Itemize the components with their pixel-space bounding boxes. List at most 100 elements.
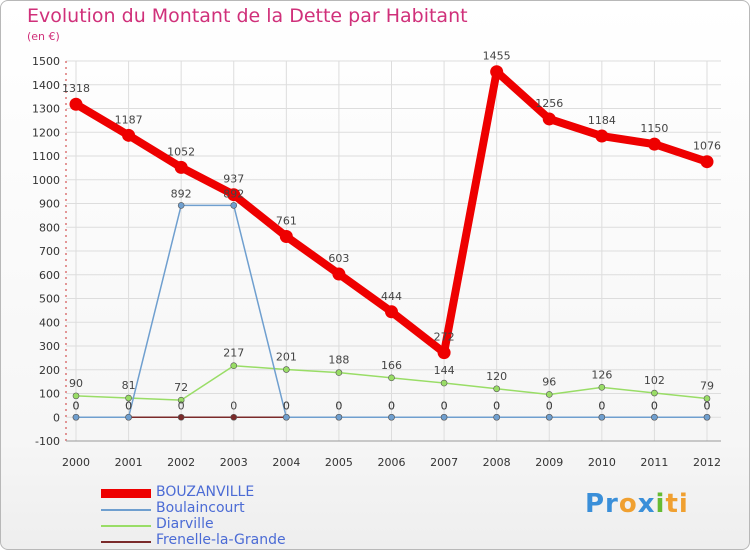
data-point-boulaincourt (335, 413, 343, 421)
data-point-boulaincourt (545, 413, 553, 421)
data-label-frenelle-la-grande: 0 (546, 399, 553, 412)
data-label-frenelle-la-grande: 0 (178, 399, 185, 412)
legend-swatch-diarville (101, 525, 151, 527)
x-tick-label: 2010 (588, 456, 616, 469)
data-point-diarville (177, 396, 185, 404)
data-point-diarville (72, 392, 80, 400)
data-label-bouzanville: 1150 (640, 122, 668, 135)
data-point-diarville (493, 385, 500, 393)
data-label-diarville: 81 (122, 379, 136, 392)
logo-part-o: o (618, 489, 638, 519)
data-label-boulaincourt: 0 (493, 399, 500, 412)
logo-part-i: i (655, 489, 666, 519)
x-tick-label: 2005 (325, 456, 353, 469)
logo-part-ti: ti (665, 489, 689, 519)
data-label-frenelle-la-grande: 0 (493, 399, 500, 412)
data-label-boulaincourt: 0 (441, 399, 448, 412)
data-point-bouzanville (490, 65, 504, 79)
data-label-frenelle-la-grande: 0 (230, 399, 237, 412)
y-tick-label: -100 (35, 435, 60, 448)
x-tick-label: 2000 (62, 456, 90, 469)
x-tick-label: 2003 (220, 456, 248, 469)
data-label-bouzanville: 761 (276, 215, 297, 228)
y-tick-label: 700 (39, 245, 60, 258)
y-tick-label: 500 (39, 293, 60, 306)
legend-swatch-bouzanville (101, 489, 151, 498)
data-label-diarville: 217 (223, 347, 244, 360)
data-point-bouzanville (174, 160, 188, 174)
data-point-diarville (598, 384, 606, 391)
data-point-boulaincourt (651, 413, 658, 421)
data-label-diarville: 126 (591, 368, 612, 381)
data-point-diarville (703, 395, 711, 402)
logo-part-x: x (637, 489, 656, 519)
data-point-bouzanville (385, 305, 398, 319)
legend-label-frenelle-la-grande: Frenelle-la-Grande (156, 532, 286, 548)
data-label-boulaincourt: 0 (125, 399, 132, 412)
legend-label-boulaincourt: Boulaincourt (156, 500, 245, 516)
x-tick-label: 2002 (167, 456, 195, 469)
data-point-bouzanville (542, 112, 556, 126)
legend-label-diarville: Diarville (156, 516, 214, 532)
data-label-bouzanville: 603 (328, 252, 349, 265)
data-label-frenelle-la-grande: 0 (388, 399, 395, 412)
data-label-diarville: 96 (542, 375, 556, 388)
data-point-bouzanville (332, 267, 346, 281)
data-point-diarville (335, 369, 343, 376)
data-point-diarville (545, 391, 553, 398)
data-point-bouzanville (69, 97, 83, 111)
data-point-diarville (283, 366, 290, 373)
y-tick-label: 1200 (32, 126, 60, 139)
x-tick-label: 2011 (640, 456, 668, 469)
data-point-frenelle-la-grande (230, 413, 238, 421)
data-point-bouzanville (437, 346, 451, 360)
data-label-diarville: 144 (434, 364, 455, 377)
data-label-frenelle-la-grande: 0 (704, 399, 711, 412)
data-label-diarville: 166 (381, 359, 402, 372)
legend-swatch-boulaincourt (101, 509, 151, 511)
y-tick-label: 1100 (32, 150, 60, 163)
proxiti-logo: Proxiti (585, 489, 689, 519)
data-label-frenelle-la-grande: 0 (73, 399, 80, 412)
legend-swatch-frenelle-la-grande (101, 541, 151, 543)
data-point-diarville (125, 394, 132, 402)
x-tick-label: 2006 (378, 456, 406, 469)
data-point-bouzanville (279, 230, 293, 244)
data-point-diarville (230, 362, 238, 370)
data-label-diarville: 90 (69, 377, 83, 390)
y-tick-label: 900 (39, 198, 60, 211)
data-label-bouzanville: 1052 (167, 145, 195, 158)
chart-title: Evolution du Montant de la Dette par Hab… (27, 5, 468, 27)
logo-part-pr: Pr (585, 489, 619, 519)
x-tick-label: 2012 (693, 456, 721, 469)
data-point-frenelle-la-grande (177, 413, 185, 421)
data-point-boulaincourt (125, 413, 132, 421)
y-tick-label: 400 (39, 316, 60, 329)
data-label-diarville: 102 (644, 374, 665, 387)
data-point-bouzanville (647, 137, 661, 151)
legend-label-bouzanville: BOUZANVILLE (156, 484, 255, 500)
data-point-diarville (651, 389, 658, 397)
data-point-diarville (440, 379, 448, 387)
data-label-bouzanville: 937 (223, 173, 244, 186)
x-tick-label: 2007 (430, 456, 458, 469)
data-point-bouzanville (700, 155, 714, 169)
data-point-boulaincourt (440, 413, 448, 421)
data-point-boulaincourt (177, 202, 185, 209)
data-label-diarville: 201 (276, 351, 297, 364)
data-label-boulaincourt: 0 (335, 399, 342, 412)
data-point-boulaincourt (493, 413, 500, 421)
data-label-bouzanville: 444 (381, 290, 402, 303)
data-label-bouzanville: 1455 (483, 50, 511, 63)
data-label-frenelle-la-grande: 0 (283, 399, 290, 412)
data-label-frenelle-la-grande: 0 (335, 399, 342, 412)
data-point-diarville (388, 374, 395, 382)
y-tick-label: 300 (39, 340, 60, 353)
y-tick-label: 800 (39, 221, 60, 234)
data-point-boulaincourt (230, 202, 238, 209)
x-tick-label: 2008 (483, 456, 511, 469)
y-tick-label: 1000 (32, 174, 60, 187)
data-label-diarville: 79 (700, 379, 714, 392)
